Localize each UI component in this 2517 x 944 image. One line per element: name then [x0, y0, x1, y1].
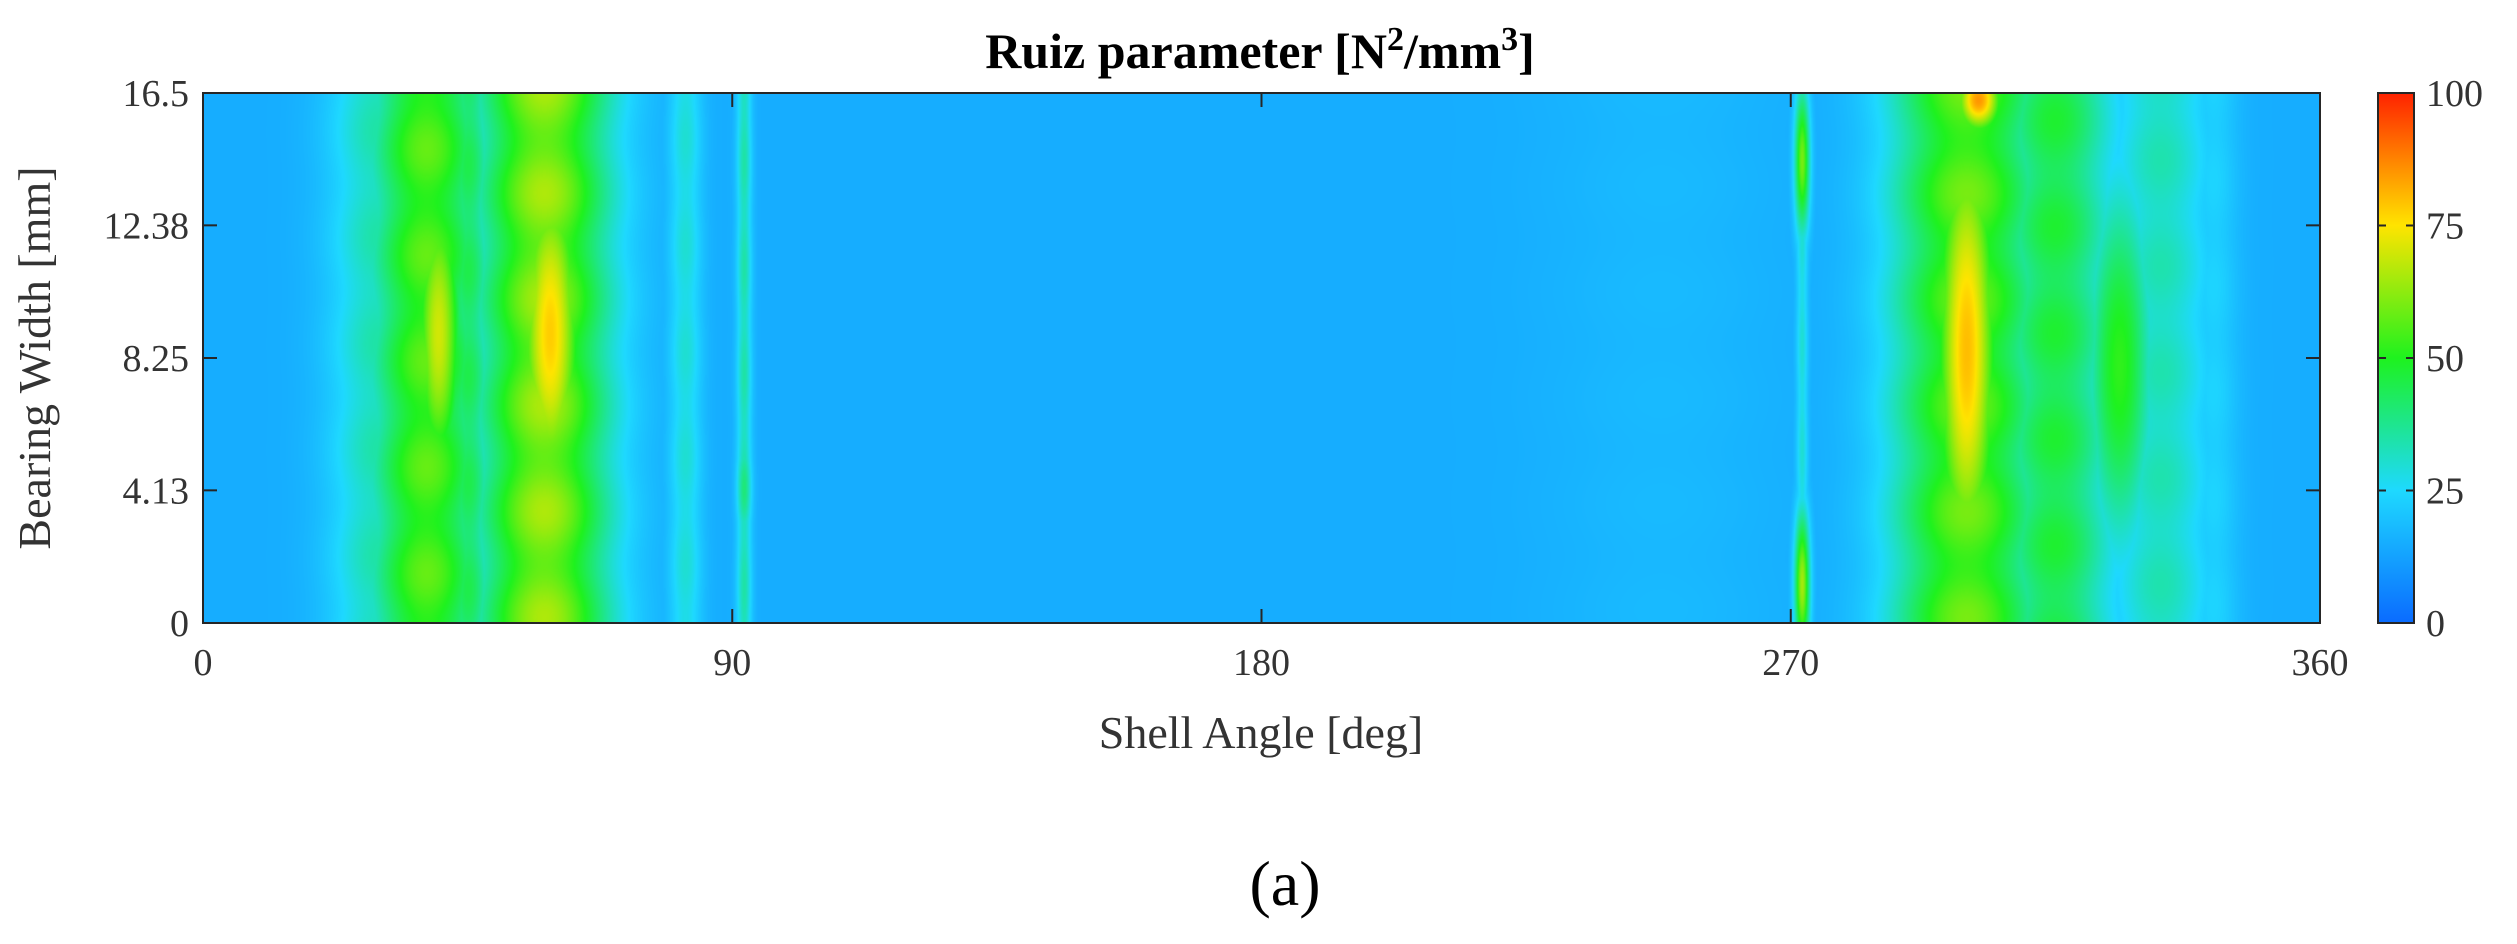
x-tick-label: 90: [713, 642, 751, 684]
y-tick-label: 12.38: [104, 205, 190, 247]
title-end: ]: [1518, 23, 1535, 79]
y-tick-label: 4.13: [123, 470, 190, 512]
y-tick-label: 8.25: [123, 338, 190, 380]
y-axis-label: Bearing Width [mm]: [9, 166, 60, 549]
x-axis: 0 90 180 270 360: [194, 93, 2349, 684]
x-tick-label: 180: [1233, 642, 1290, 684]
y-axis: 0 4.13 8.25 12.38 16.5: [104, 73, 2320, 645]
colorbar-ticks: 0 25 50 75 100: [2378, 73, 2483, 645]
chart-title: Ruiz parameter [N2/mm3]: [985, 21, 1535, 79]
colorbar-tick-label: 0: [2426, 603, 2445, 645]
y-tick-label: 16.5: [123, 73, 190, 115]
title-mid: /mm: [1403, 23, 1501, 79]
colorbar-tick-label: 75: [2426, 206, 2464, 248]
plot-area: [202, 92, 2321, 624]
colorbar: 0 25 50 75 100: [2377, 73, 2483, 645]
x-tick-label: 270: [1762, 642, 1819, 684]
title-sup-2: 3: [1501, 21, 1518, 58]
panel-label: (a): [1249, 848, 1320, 919]
x-axis-label: Shell Angle [deg]: [1099, 707, 1424, 758]
colorbar-tick-label: 100: [2426, 73, 2483, 115]
heatmap-canvas: [203, 93, 2320, 623]
x-tick-label: 0: [194, 642, 213, 684]
title-main: Ruiz parameter [N: [985, 23, 1387, 79]
colorbar-tick-label: 50: [2426, 338, 2464, 380]
x-tick-label: 360: [2292, 642, 2349, 684]
y-tick-label: 0: [170, 603, 189, 645]
title-sup-1: 2: [1387, 21, 1404, 58]
colorbar-tick-label: 25: [2426, 471, 2464, 513]
